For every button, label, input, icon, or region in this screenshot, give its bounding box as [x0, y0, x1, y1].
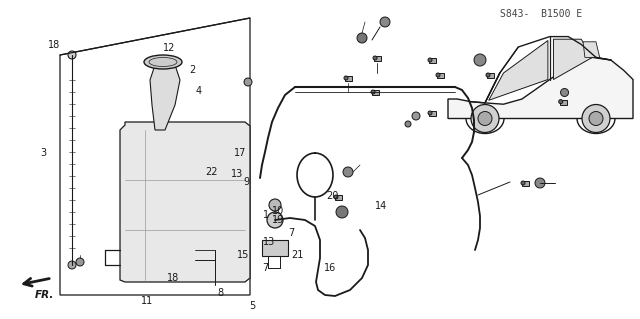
Bar — [262, 240, 288, 256]
Circle shape — [521, 181, 525, 185]
Circle shape — [269, 199, 281, 211]
Circle shape — [76, 258, 84, 266]
Circle shape — [474, 54, 486, 66]
Text: 10: 10 — [272, 205, 285, 216]
Bar — [345, 76, 352, 81]
Circle shape — [373, 56, 377, 60]
Circle shape — [343, 167, 353, 177]
Text: 17: 17 — [234, 148, 246, 158]
Bar — [437, 73, 444, 78]
Text: 14: 14 — [374, 201, 387, 211]
Circle shape — [486, 73, 490, 77]
Circle shape — [344, 76, 348, 80]
Text: 15: 15 — [237, 250, 250, 260]
Bar — [372, 90, 379, 95]
Polygon shape — [583, 42, 600, 57]
Text: 20: 20 — [326, 191, 339, 201]
Text: 9: 9 — [243, 177, 250, 187]
Circle shape — [357, 33, 367, 43]
Circle shape — [471, 105, 499, 132]
Text: 13: 13 — [262, 237, 275, 248]
Circle shape — [336, 206, 348, 218]
Bar — [560, 100, 566, 105]
Circle shape — [561, 88, 568, 97]
Bar — [429, 58, 436, 63]
Circle shape — [334, 195, 338, 199]
Polygon shape — [554, 39, 592, 79]
Circle shape — [436, 73, 440, 77]
Text: S843-  B1500 E: S843- B1500 E — [500, 9, 582, 19]
Circle shape — [589, 112, 603, 125]
Text: 5: 5 — [250, 301, 256, 311]
Text: 13: 13 — [230, 169, 243, 179]
Circle shape — [371, 90, 375, 94]
Circle shape — [380, 17, 390, 27]
Bar — [374, 56, 381, 61]
Text: 7: 7 — [262, 263, 269, 273]
Text: 3: 3 — [40, 148, 47, 158]
Circle shape — [428, 58, 432, 62]
Circle shape — [244, 78, 252, 86]
Text: 16: 16 — [323, 263, 336, 273]
Circle shape — [412, 112, 420, 120]
Bar — [487, 73, 494, 78]
Text: FR.: FR. — [35, 290, 54, 300]
Text: 7: 7 — [288, 228, 294, 238]
Circle shape — [478, 112, 492, 125]
Bar — [335, 195, 342, 200]
Text: 4: 4 — [195, 86, 202, 96]
Circle shape — [559, 100, 563, 104]
Polygon shape — [489, 41, 548, 100]
Text: 22: 22 — [205, 167, 218, 177]
Text: 19: 19 — [272, 215, 285, 225]
Text: 11: 11 — [141, 296, 154, 307]
Circle shape — [405, 121, 411, 127]
Polygon shape — [120, 122, 250, 282]
Circle shape — [267, 212, 283, 228]
Text: 12: 12 — [163, 43, 176, 53]
Circle shape — [535, 178, 545, 188]
Ellipse shape — [144, 55, 182, 69]
Circle shape — [68, 261, 76, 269]
Text: 18: 18 — [48, 40, 61, 50]
Text: 2: 2 — [189, 65, 195, 75]
Circle shape — [68, 51, 76, 59]
Text: 18: 18 — [166, 272, 179, 283]
Bar — [522, 181, 529, 186]
Text: 1: 1 — [262, 210, 269, 220]
Polygon shape — [150, 60, 180, 130]
Bar — [429, 111, 436, 116]
Text: 21: 21 — [291, 250, 304, 260]
Text: 8: 8 — [218, 288, 224, 299]
Circle shape — [428, 111, 432, 115]
Polygon shape — [448, 57, 633, 118]
Circle shape — [582, 105, 610, 132]
